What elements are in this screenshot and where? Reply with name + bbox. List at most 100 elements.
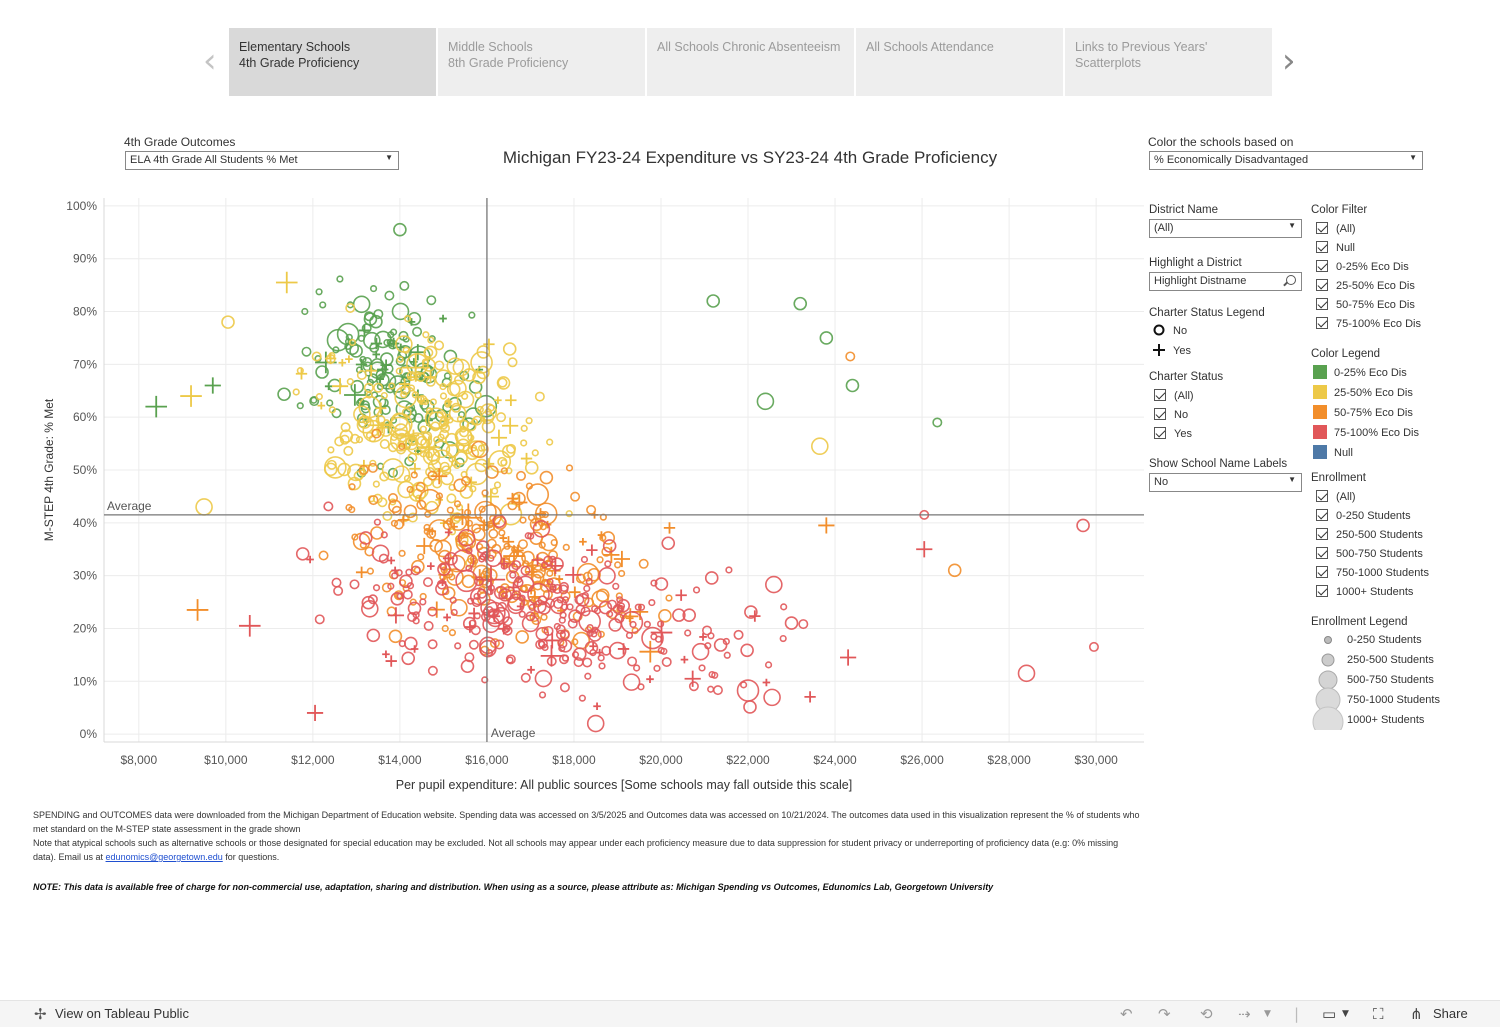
data-point xyxy=(317,401,326,410)
checkbox-checked-icon[interactable] xyxy=(1316,241,1328,253)
data-point xyxy=(597,654,605,662)
data-point xyxy=(587,567,601,582)
data-point xyxy=(688,681,699,692)
data-point xyxy=(534,391,545,402)
data-point xyxy=(318,550,329,561)
color-filter-item[interactable]: 0-25% Eco Dis xyxy=(1316,260,1409,276)
view-on-tableau-link[interactable]: View on Tableau Public xyxy=(55,1006,189,1021)
tab-label-line1: All Schools Attendance xyxy=(866,40,994,54)
checkbox-checked-icon[interactable] xyxy=(1154,389,1166,401)
data-point xyxy=(446,568,464,586)
tabs-prev-arrow[interactable]: ‹ xyxy=(203,41,217,81)
checkbox-checked-icon[interactable] xyxy=(1316,509,1328,521)
data-point xyxy=(348,338,357,347)
tab-middle-schools[interactable]: Middle Schools 8th Grade Proficiency xyxy=(438,28,645,96)
data-point xyxy=(680,655,689,664)
tab-chronic-absenteeism[interactable]: All Schools Chronic Absenteeism xyxy=(647,28,854,96)
checkbox-checked-icon[interactable] xyxy=(1316,260,1328,272)
data-point xyxy=(505,467,513,475)
redo-icon[interactable]: ↷ xyxy=(1158,1005,1171,1023)
color-filter-item[interactable]: (All) xyxy=(1316,222,1356,238)
data-point xyxy=(784,616,799,630)
x-tick-label: $14,000 xyxy=(378,753,422,767)
enrollment-item[interactable]: 1000+ Students xyxy=(1316,585,1413,601)
data-point xyxy=(373,382,384,393)
chevron-down-icon[interactable]: ▼ xyxy=(1342,1009,1349,1019)
data-point xyxy=(596,556,604,564)
data-point xyxy=(675,589,687,601)
data-point xyxy=(327,446,335,454)
data-point xyxy=(440,471,454,486)
color-filter-item[interactable]: Null xyxy=(1316,241,1355,257)
bottom-toolbar: ✢ View on Tableau Public ↶ ↷ ⟲ ⇢ ▼ | ▭ ▼… xyxy=(0,1000,1500,1027)
checkbox-checked-icon[interactable] xyxy=(1316,585,1328,597)
data-point xyxy=(380,531,388,539)
data-point xyxy=(484,549,503,568)
data-point xyxy=(355,566,368,578)
checkbox-checked-icon[interactable] xyxy=(1154,427,1166,439)
tab-label-line2: 8th Grade Proficiency xyxy=(448,56,569,70)
data-point xyxy=(435,492,444,500)
data-point xyxy=(496,412,507,423)
data-point xyxy=(356,369,367,380)
data-point xyxy=(372,480,380,488)
data-point xyxy=(334,436,345,447)
share-button[interactable]: Share xyxy=(1433,1006,1468,1021)
enrollment-item[interactable]: (All) xyxy=(1316,490,1356,506)
charter-status-yes[interactable]: Yes xyxy=(1154,427,1192,443)
data-point xyxy=(657,620,665,628)
data-point xyxy=(653,664,661,672)
enrollment-item[interactable]: 250-500 Students xyxy=(1316,528,1423,544)
email-link[interactable]: edunomics@georgetown.edu xyxy=(105,852,223,862)
checkbox-checked-icon[interactable] xyxy=(1316,222,1328,234)
revert-icon[interactable]: ⟲ xyxy=(1200,1005,1213,1023)
fullscreen-icon[interactable]: ⛶ xyxy=(1373,1005,1384,1023)
highlight-district-input[interactable]: Highlight Distname xyxy=(1149,272,1302,291)
checkbox-checked-icon[interactable] xyxy=(1154,408,1166,420)
checkbox-checked-icon[interactable] xyxy=(1316,490,1328,502)
data-point xyxy=(428,527,437,536)
data-point xyxy=(407,311,422,326)
checkbox-checked-icon[interactable] xyxy=(1316,547,1328,559)
district-name-dropdown[interactable]: (All) ▼ xyxy=(1149,219,1302,238)
color-legend-item: Null xyxy=(1313,445,1353,461)
data-point xyxy=(485,465,499,479)
color-filter-item[interactable]: 25-50% Eco Dis xyxy=(1316,279,1415,295)
data-point xyxy=(503,542,511,550)
checkbox-checked-icon[interactable] xyxy=(1316,298,1328,310)
share-icon[interactable]: ⋔ xyxy=(1410,1005,1423,1023)
data-point xyxy=(436,411,444,419)
undo-icon[interactable]: ↶ xyxy=(1120,1005,1133,1023)
enrollment-item[interactable]: 0-250 Students xyxy=(1316,509,1411,525)
data-point xyxy=(458,411,466,419)
data-point xyxy=(533,599,547,614)
data-point xyxy=(497,377,508,388)
enrollment-item[interactable]: 750-1000 Students xyxy=(1316,566,1429,582)
tab-attendance[interactable]: All Schools Attendance xyxy=(856,28,1063,96)
checkbox-checked-icon[interactable] xyxy=(1316,528,1328,540)
outcomes-dropdown[interactable]: ELA 4th Grade All Students % Met ▼ xyxy=(125,151,399,170)
color-legend-item: 75-100% Eco Dis xyxy=(1313,425,1419,441)
data-point xyxy=(500,467,508,475)
comment-icon[interactable]: ▭ xyxy=(1322,1005,1337,1023)
checkbox-checked-icon[interactable] xyxy=(1316,279,1328,291)
tab-elementary-schools[interactable]: Elementary Schools 4th Grade Proficiency xyxy=(229,28,436,96)
color-filter-item[interactable]: 50-75% Eco Dis xyxy=(1316,298,1415,314)
charter-status-no[interactable]: No xyxy=(1154,408,1188,424)
data-point xyxy=(598,600,613,615)
checkbox-checked-icon[interactable] xyxy=(1316,317,1328,329)
color-by-dropdown[interactable]: % Economically Disadvantaged ▼ xyxy=(1149,151,1423,170)
data-point xyxy=(378,553,389,564)
chart-title: Michigan FY23-24 Expenditure vs SY23-24 … xyxy=(502,148,998,167)
tabs-next-arrow[interactable]: › xyxy=(1282,41,1296,81)
checkbox-checked-icon[interactable] xyxy=(1316,566,1328,578)
enrollment-item[interactable]: 500-750 Students xyxy=(1316,547,1423,563)
tab-previous-years-links[interactable]: Links to Previous Years' Scatterplots xyxy=(1065,28,1272,96)
data-point xyxy=(637,603,646,611)
data-point xyxy=(498,587,512,602)
charter-status-all[interactable]: (All) xyxy=(1154,389,1194,405)
refresh-icon[interactable]: ⇢ xyxy=(1238,1005,1251,1023)
color-filter-item[interactable]: 75-100% Eco Dis xyxy=(1316,317,1421,333)
pause-icon[interactable]: ▼ xyxy=(1264,1009,1271,1019)
school-labels-dropdown[interactable]: No ▼ xyxy=(1149,473,1302,492)
